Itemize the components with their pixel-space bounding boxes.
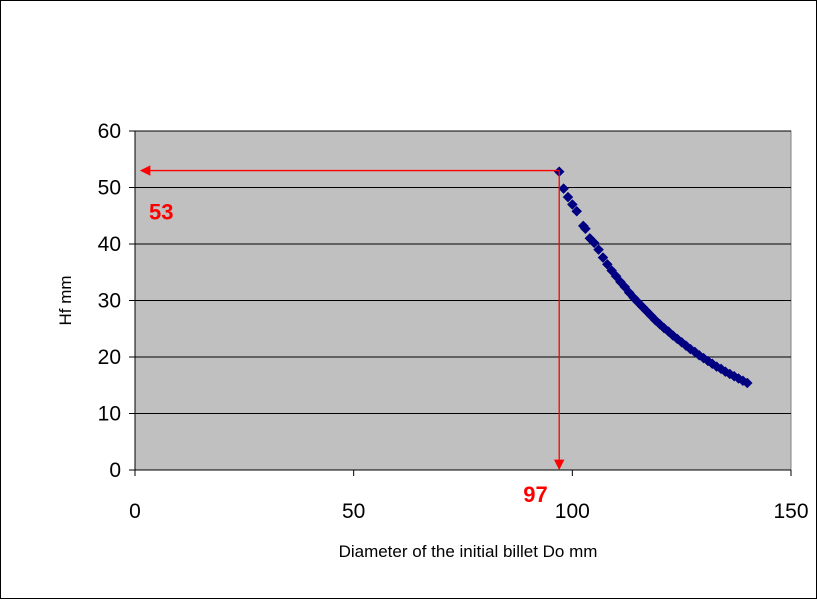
data-point — [676, 336, 688, 348]
y-tick-labels: 0 10 20 30 40 50 60 — [98, 120, 121, 482]
gridlines — [135, 130, 791, 414]
y-tick-label-50: 50 — [98, 177, 121, 200]
data-point — [650, 314, 661, 326]
data-point — [593, 244, 604, 256]
data-point — [562, 191, 574, 203]
annotation-label-y: 53 — [149, 200, 173, 225]
y-tick-label-10: 10 — [98, 403, 121, 426]
annotation-label-x: 97 — [523, 482, 547, 507]
data-point — [715, 363, 727, 375]
data-point — [571, 205, 583, 217]
data-point — [566, 199, 578, 210]
y-tick-label-30: 30 — [98, 290, 121, 313]
x-axis-title: Diameter of the initial billet Do mm — [339, 542, 598, 561]
x-tick-labels: 0 50 100 150 — [129, 500, 808, 523]
x-tick-label-50: 50 — [342, 500, 365, 523]
y-tick-label-20: 20 — [98, 346, 121, 369]
y-tick-label-0: 0 — [109, 459, 121, 482]
x-tick-label-100: 100 — [555, 500, 590, 523]
data-points — [553, 166, 753, 389]
x-tick-label-150: 150 — [773, 500, 808, 523]
annotations: 53 97 — [139, 165, 565, 507]
y-tick-label-40: 40 — [98, 233, 121, 256]
data-point — [597, 252, 609, 263]
y-axis-title: Hf mm — [56, 275, 75, 325]
data-point — [588, 237, 600, 249]
axes — [129, 130, 792, 476]
data-point — [689, 346, 701, 358]
data-point — [702, 355, 714, 367]
data-point — [558, 183, 569, 194]
y-tick-label-60: 60 — [98, 120, 121, 143]
data-point — [601, 258, 613, 270]
data-point — [663, 326, 674, 337]
data-point — [580, 223, 591, 235]
data-point — [741, 377, 753, 389]
x-tick-label-0: 0 — [129, 500, 141, 523]
